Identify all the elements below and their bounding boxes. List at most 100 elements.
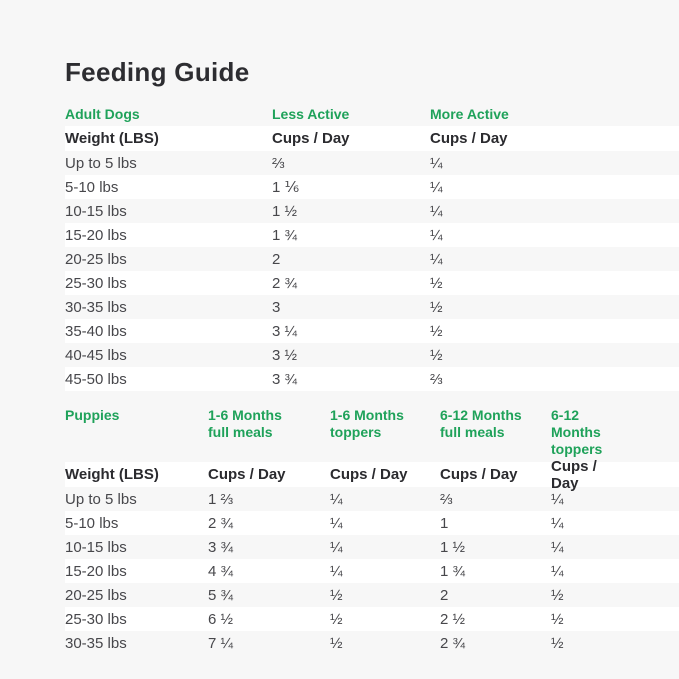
cups-per-day-header: Cups / Day (440, 466, 518, 483)
cups-cell: ⅔ (440, 490, 453, 508)
cups-cell: 5 ¾ (208, 586, 234, 604)
cups-cell: ¼ (330, 514, 343, 532)
weight-cell: 20-25 lbs (65, 250, 127, 268)
table-row: 15-20 lbs 1 ¾ ¼ (65, 223, 679, 247)
cups-cell: 1 ¾ (272, 226, 298, 244)
cups-cell: 3 ¾ (208, 538, 234, 556)
cups-cell: 3 ¼ (272, 322, 298, 340)
cups-cell: ½ (330, 634, 343, 652)
table-row: 35-40 lbs 3 ¼ ½ (65, 319, 679, 343)
cups-cell: 3 ¾ (272, 370, 298, 388)
adult-dogs-table: Adult Dogs Less Active More Active Weigh… (65, 103, 679, 391)
table-row: Up to 5 lbs ⅔ ¼ (65, 151, 679, 175)
cups-cell: ¼ (551, 490, 564, 508)
cups-cell: 1 ½ (272, 202, 298, 220)
weight-cell: 20-25 lbs (65, 586, 127, 604)
feeding-guide-page: Feeding Guide Adult Dogs Less Active Mor… (65, 57, 679, 655)
weight-cell: Up to 5 lbs (65, 154, 137, 172)
adult-section-label: Adult Dogs (65, 106, 140, 122)
weight-cell: 15-20 lbs (65, 226, 127, 244)
more-active-label: More Active (430, 106, 509, 122)
cups-per-day-header: Cups / Day (430, 130, 508, 147)
cups-cell: ¼ (330, 562, 343, 580)
weight-cell: 45-50 lbs (65, 370, 127, 388)
cups-cell: ⅔ (272, 154, 285, 172)
table-row: 30-35 lbs 3 ½ (65, 295, 679, 319)
adult-column-header-row: Weight (LBS) Cups / Day Cups / Day (65, 126, 679, 151)
cups-cell: ¼ (430, 250, 443, 268)
cups-cell: 4 ¾ (208, 562, 234, 580)
cups-cell: ½ (330, 610, 343, 628)
cups-per-day-header: Cups / Day (330, 466, 408, 483)
table-row: 25-30 lbs 6 ½ ½ 2 ½ ½ (65, 607, 679, 631)
cups-cell: 3 ½ (272, 346, 298, 364)
weight-cell: 5-10 lbs (65, 178, 119, 196)
weight-cell: 15-20 lbs (65, 562, 127, 580)
table-row: 30-35 lbs 7 ¼ ½ 2 ¾ ½ (65, 631, 679, 655)
cups-cell: ¼ (330, 490, 343, 508)
weight-cell: 5-10 lbs (65, 514, 119, 532)
cups-cell: ½ (330, 586, 343, 604)
weight-cell: 40-45 lbs (65, 346, 127, 364)
table-row: 10-15 lbs 1 ½ ¼ (65, 199, 679, 223)
puppies-column-header-row: Weight (LBS) Cups / Day Cups / Day Cups … (65, 458, 679, 492)
page-title: Feeding Guide (65, 57, 250, 87)
cups-cell: 1 ⅙ (272, 179, 300, 196)
puppies-table: Puppies 1-6 Months full meals 1-6 Months t… (65, 407, 679, 655)
table-row: 10-15 lbs 3 ¾ ¼ 1 ½ ¼ (65, 535, 679, 559)
cups-cell: 2 (272, 250, 281, 268)
cups-cell: ¼ (551, 562, 564, 580)
cups-cell: 1 ½ (440, 538, 466, 556)
cups-cell: ¼ (430, 154, 443, 172)
weight-cell: 25-30 lbs (65, 274, 127, 292)
cups-cell: ¼ (551, 538, 564, 556)
cups-per-day-header: Cups / Day (272, 130, 350, 147)
weight-cell: Up to 5 lbs (65, 490, 137, 508)
cups-cell: ⅔ (430, 370, 443, 388)
months-1-6-toppers-label: 1-6 Months toppers (330, 407, 404, 440)
months-1-6-full-meals-label: 1-6 Months full meals (208, 407, 282, 440)
cups-per-day-header: Cups / Day (208, 466, 286, 483)
weight-column-header: Weight (LBS) (65, 130, 159, 147)
cups-cell: 7 ¼ (208, 634, 234, 652)
cups-cell: ½ (430, 298, 443, 316)
cups-cell: ½ (551, 586, 564, 604)
cups-cell: ½ (551, 610, 564, 628)
table-row: 45-50 lbs 3 ¾ ⅔ (65, 367, 679, 391)
cups-cell: ½ (551, 634, 564, 652)
cups-cell: ½ (430, 322, 443, 340)
months-6-12-full-meals-label: 6-12 Months full meals (440, 407, 522, 440)
cups-cell: ½ (430, 346, 443, 364)
cups-cell: ¼ (430, 178, 443, 196)
puppies-section-header-row: Puppies 1-6 Months full meals 1-6 Months t… (65, 407, 679, 462)
cups-cell: 6 ½ (208, 610, 234, 628)
cups-cell: 3 (272, 298, 281, 316)
cups-per-day-header: Cups / Day (551, 457, 597, 492)
puppies-table-rows: Up to 5 lbs 1 ⅔ ¼ ⅔ ¼ 5-10 lbs 2 ¾ ¼ 1 ¼… (65, 487, 679, 655)
less-active-label: Less Active (272, 106, 350, 122)
cups-cell: 1 (440, 514, 449, 532)
cups-cell: ¼ (330, 538, 343, 556)
cups-cell: ½ (430, 274, 443, 292)
weight-cell: 10-15 lbs (65, 202, 127, 220)
cups-cell: 2 ¾ (272, 274, 298, 292)
cups-cell: 1 ⅔ (208, 490, 234, 508)
adult-table-rows: Up to 5 lbs ⅔ ¼ 5-10 lbs 1 ⅙ ¼ 10-15 lbs… (65, 151, 679, 391)
weight-cell: 10-15 lbs (65, 538, 127, 556)
table-row: 25-30 lbs 2 ¾ ½ (65, 271, 679, 295)
cups-cell: ¼ (551, 514, 564, 532)
cups-cell: ¼ (430, 226, 443, 244)
cups-cell: 2 ½ (440, 610, 466, 628)
weight-cell: 30-35 lbs (65, 634, 127, 652)
weight-column-header: Weight (LBS) (65, 466, 159, 483)
months-6-12-toppers-label: 6-12 Months toppers (551, 407, 603, 457)
table-row: 15-20 lbs 4 ¾ ¼ 1 ¾ ¼ (65, 559, 679, 583)
cups-cell: 1 ¾ (440, 562, 466, 580)
table-row: 20-25 lbs 2 ¼ (65, 247, 679, 271)
cups-cell: 2 ¾ (440, 634, 466, 652)
table-row: Up to 5 lbs 1 ⅔ ¼ ⅔ ¼ (65, 487, 679, 511)
cups-cell: 2 ¾ (208, 514, 234, 532)
weight-cell: 30-35 lbs (65, 298, 127, 316)
puppies-section-label: Puppies (65, 407, 120, 423)
table-row: 5-10 lbs 2 ¾ ¼ 1 ¼ (65, 511, 679, 535)
